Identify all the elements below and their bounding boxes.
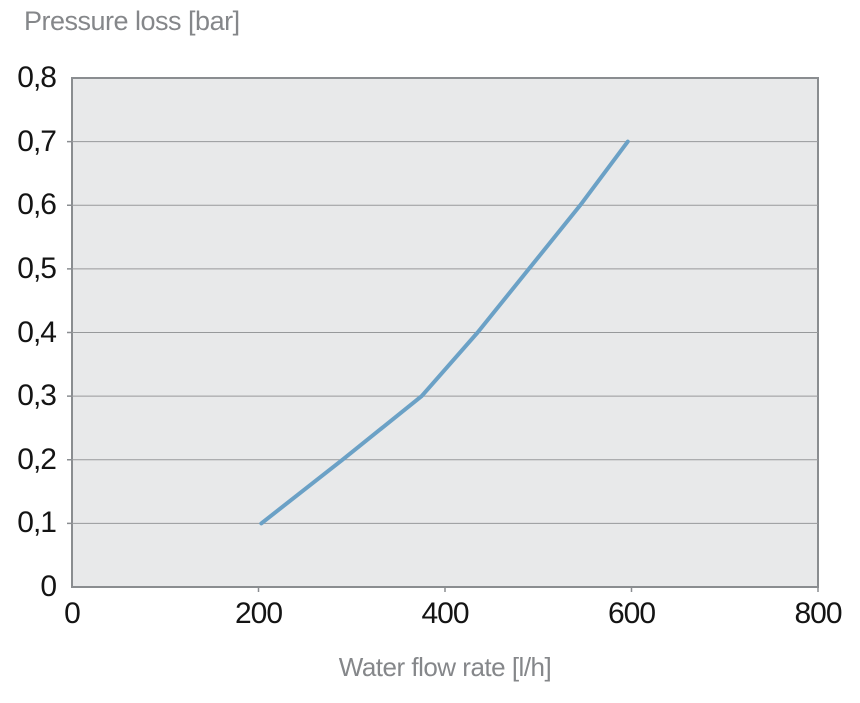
y-tick-label: 0,1 (17, 506, 57, 540)
series-line-pressure-loss-vs-flow (259, 139, 630, 526)
y-tick-label: 0,4 (17, 315, 57, 349)
x-tick-label: 0 (64, 597, 81, 630)
y-tick-label: 0,6 (17, 188, 57, 222)
x-tick-label: 400 (421, 597, 469, 630)
y-tick-label: 0,7 (17, 124, 57, 158)
y-tick-label: 0,8 (17, 61, 57, 94)
y-tick-label: 0 (40, 570, 57, 603)
y-tick-label: 0,3 (17, 379, 57, 413)
y-tick-label: 0,2 (17, 442, 57, 476)
x-tick-label: 800 (794, 597, 842, 630)
y-tick-label: 0,5 (17, 251, 57, 285)
y-axis-title: Pressure loss [bar] (24, 6, 240, 36)
x-tick-label: 200 (234, 597, 283, 630)
x-tick-label: 600 (607, 597, 656, 630)
x-axis-title: Water flow rate [l/h] (338, 652, 552, 682)
